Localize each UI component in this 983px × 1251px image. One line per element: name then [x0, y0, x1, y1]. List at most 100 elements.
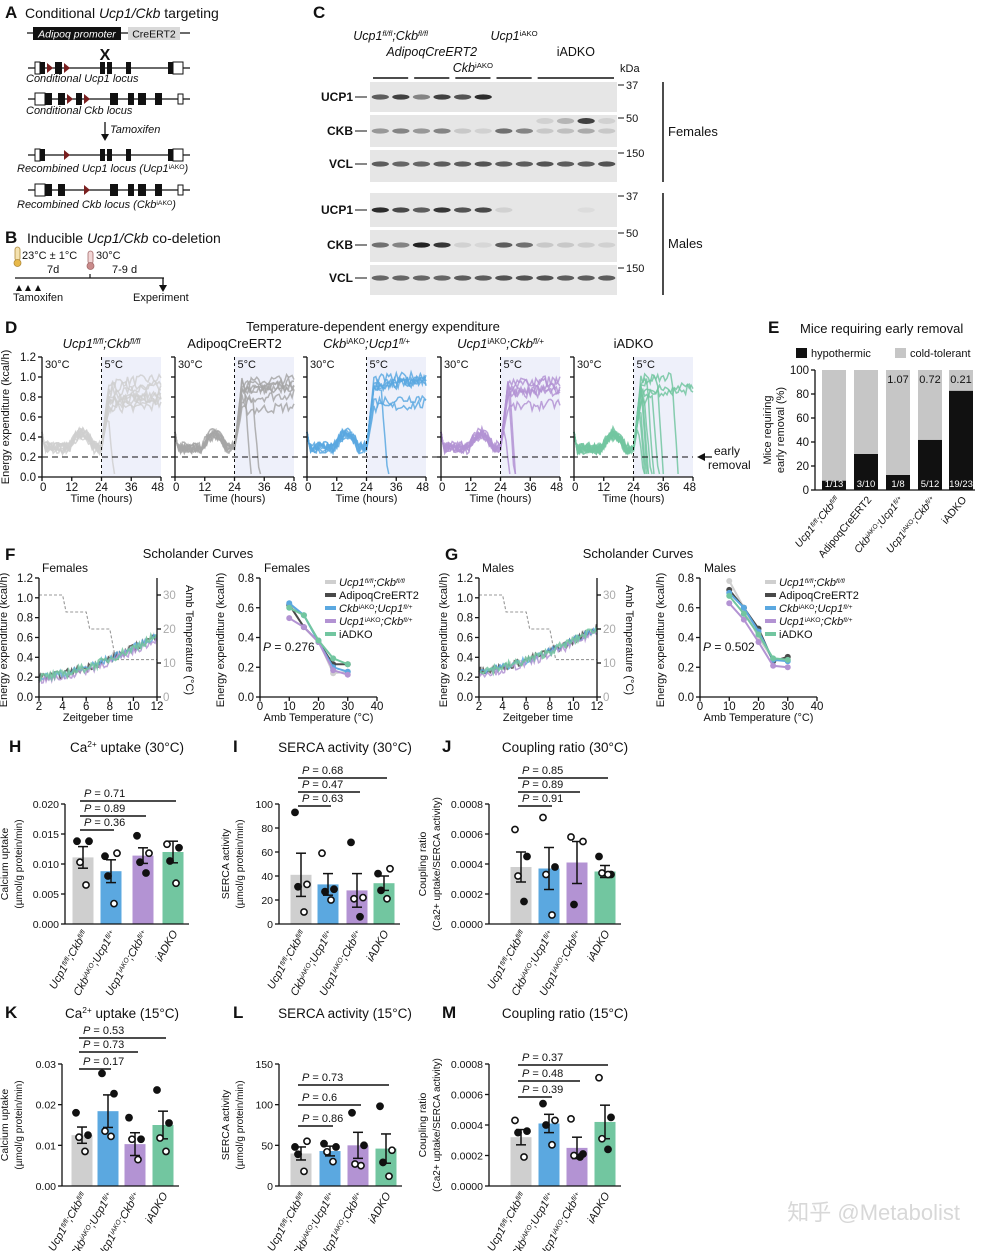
data-point-open: [350, 894, 358, 903]
x-tick-label: 0: [173, 482, 179, 494]
lane-group-label-part: ;: [392, 29, 396, 43]
bar: [72, 857, 94, 924]
scholander-point: [740, 610, 747, 617]
protein-label: CKB: [327, 238, 353, 252]
x-tick-label: 4: [499, 701, 506, 713]
x-tick-label: 20: [752, 701, 765, 713]
category-label-part: fl/+: [323, 1191, 334, 1203]
plot-title: AdipoqCreERT2: [187, 336, 281, 351]
panel-letter: F: [5, 545, 15, 564]
temperature-label: 30°C: [96, 250, 121, 262]
legend-label: Ucp1fl/fl;Ckbfl/fl: [779, 577, 845, 589]
category-label: iADKO: [366, 1190, 393, 1225]
data-point-filled: [84, 1131, 92, 1140]
blot-row-ucp1: UCP1 37: [321, 80, 638, 112]
data-point-open: [145, 849, 153, 858]
panel-title: Conditional Ucp1/Ckb targeting: [25, 5, 219, 21]
protein-band: [495, 128, 513, 134]
p-value: = 0.36: [91, 817, 125, 829]
category-label-part: ;: [86, 1221, 98, 1230]
data-point-open: [383, 894, 391, 903]
phase-label: 5°C: [637, 359, 656, 371]
scholander-point: [740, 616, 747, 623]
data-point-filled: [514, 1128, 522, 1137]
data-point-filled: [101, 852, 109, 861]
data-point-open: [386, 864, 394, 873]
x-axis-label: Time (hours): [204, 493, 266, 505]
annotation-label: early: [714, 444, 740, 458]
blot-membrane: [370, 193, 617, 227]
protein-band: [598, 128, 616, 134]
protein-band: [433, 128, 451, 134]
protein-band: [453, 207, 472, 213]
data-point-filled: [360, 1141, 368, 1150]
y-tick-label: 0.6: [238, 603, 254, 615]
y-tick-label: 0.0000: [451, 1181, 483, 1193]
ratio-label: 0.72: [919, 374, 940, 386]
category-label-part: fl/fl: [279, 1217, 290, 1228]
legend-label-part: fl/fl: [365, 578, 374, 585]
category-label-part: ;: [306, 959, 318, 968]
y-tick-label: 0.2: [678, 662, 694, 674]
x-tick-label: 0: [305, 482, 311, 494]
x-tick-label: 30: [781, 701, 794, 713]
protein-band: [433, 161, 451, 167]
legend-label-part: fl/+: [403, 617, 412, 624]
p-value: = 0.85: [529, 765, 563, 777]
category-label-part: fl/fl: [75, 1190, 86, 1201]
panel-c-western-blot: CUcp1fl/fl;Ckbfl/flAdipoqCreERT2CkbiAKOU…: [313, 3, 718, 295]
panel-l-bar-chart: L SERCA activity (15°C)Ucp1fl/fl;Ckbfl/fl…: [220, 1003, 412, 1251]
data-point-open: [385, 1172, 393, 1181]
y-tick-label: 0.6: [457, 632, 473, 644]
p-symbol: P: [522, 1052, 530, 1064]
protein-band: [515, 242, 534, 248]
legend-label: CkbiAKO;Ucp1fl/+: [779, 603, 853, 615]
protein-band: [453, 94, 472, 100]
kda-marker: 37: [626, 191, 638, 203]
category-label-part: fl/fl: [514, 928, 525, 939]
scholander-point: [726, 592, 733, 599]
y-tick-label: 0.8: [17, 613, 33, 625]
fraction-label: 1/8: [891, 479, 904, 490]
x-tick-label: 36: [524, 482, 537, 494]
protein-band: [392, 242, 410, 248]
chart-title-part: Coupling ratio (30°C): [502, 740, 628, 755]
legend-label-part: fl/fl: [836, 578, 845, 585]
x-tick-label: 12: [198, 482, 211, 494]
x-tick-label: 10: [283, 701, 296, 713]
y-tick-label: 0: [267, 1181, 273, 1193]
data-point-filled: [576, 1153, 584, 1161]
x-axis-label: Amb Temperature (°C): [264, 712, 374, 724]
data-point-open: [520, 1153, 528, 1161]
locus-label-part: Conditional Ckb locus: [26, 105, 133, 117]
data-point-open: [107, 1132, 115, 1141]
plot-title-part: fl/fl: [130, 337, 140, 346]
protein-band: [556, 128, 575, 134]
conditional-ckb-locus: [28, 92, 190, 106]
protein-label: CKB: [327, 124, 353, 138]
data-point-filled: [570, 900, 578, 909]
p-value-label: P = 0.276: [263, 640, 315, 654]
scholander-point: [344, 671, 351, 678]
locus-label-part: ): [170, 199, 176, 211]
category-label-part: Ucp1: [265, 963, 288, 991]
category-label-part: ;: [339, 1215, 351, 1224]
protein-band: [433, 242, 451, 248]
energy-plot-ckb: CkbiAKO;Ucp1fl/+ 30°C 5°C 0 12 24 36 48 Time (ho…: [303, 336, 429, 505]
plot-title: iADKO: [614, 336, 654, 351]
protein-band: [536, 275, 554, 281]
panel-letter: L: [233, 1003, 243, 1022]
category-label-part: ;: [527, 1221, 539, 1230]
p-symbol: P: [84, 817, 92, 829]
recombined-ucp1-locus: [28, 148, 190, 162]
y-tick-label: 100: [790, 365, 809, 377]
legend-label-part: ;: [373, 577, 376, 589]
protein-band: [515, 275, 534, 281]
creert2-label: CreERT2: [132, 29, 176, 41]
legend: Ucp1fl/fl;Ckbfl/flAdipoqCreERT2CkbiAKO;U…: [325, 577, 419, 641]
y-tick-label: 0.000: [33, 919, 59, 931]
y-axis-label: (µmol/g protein/min): [235, 1080, 246, 1169]
data-point-filled: [73, 837, 81, 846]
protein-band: [577, 242, 595, 248]
category-label-part: fl/fl: [61, 955, 72, 966]
